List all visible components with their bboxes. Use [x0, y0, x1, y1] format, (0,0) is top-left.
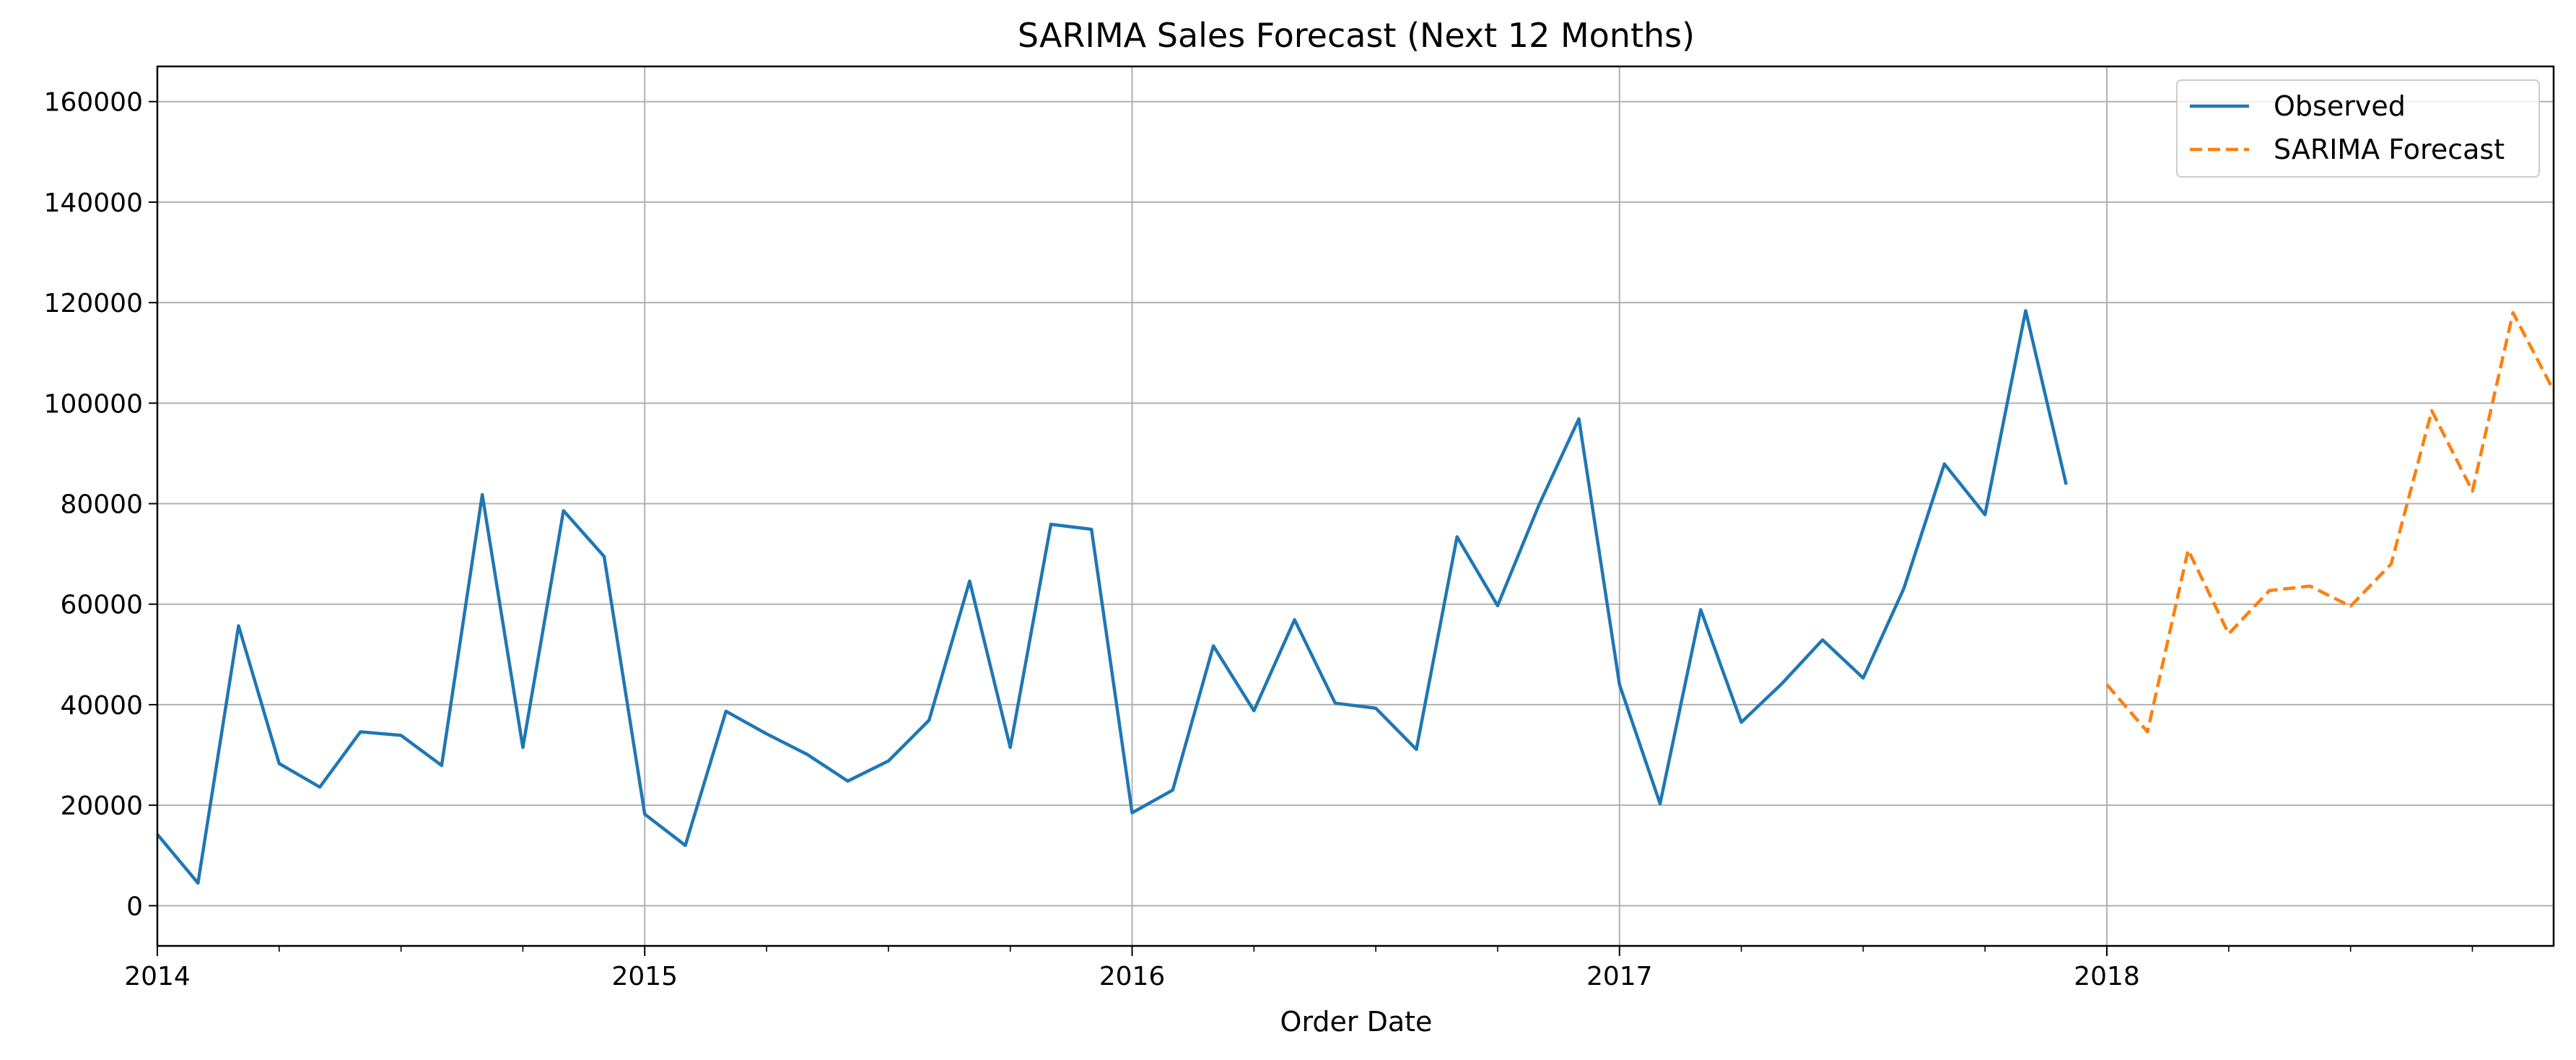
legend-box [2176, 79, 2540, 178]
x-tick-label: 2017 [1586, 962, 1653, 991]
legend-label-1: SARIMA Forecast [2274, 134, 2505, 165]
x-axis-label: Order Date [1280, 1006, 1433, 1038]
y-tick-label: 160000 [44, 88, 143, 118]
plot-area [157, 66, 2554, 946]
series-layer [156, 309, 2555, 885]
y-tick-label: 140000 [44, 188, 143, 218]
chart-title: SARIMA Sales Forecast (Next 12 Months) [1018, 16, 1695, 55]
x-tick-label: 2018 [2074, 962, 2140, 991]
legend-label-0: Observed [2274, 90, 2406, 122]
y-tick-label: 120000 [44, 289, 143, 318]
series-line-0 [156, 309, 2068, 885]
x-tick-label: 2016 [1099, 962, 1166, 991]
x-axis: 2014 2015 2016 2017 2018 [124, 946, 2140, 991]
y-tick-label: 20000 [60, 791, 143, 821]
y-tick-label: 40000 [60, 691, 143, 721]
series-line-1 [2105, 310, 2555, 734]
x-tick-label: 2014 [124, 962, 191, 991]
plot-frame [156, 65, 2555, 947]
y-tick-label: 0 [126, 892, 143, 921]
x-tick-label: 2015 [611, 962, 678, 991]
legend: Observed SARIMA Forecast [2176, 79, 2540, 178]
y-tick-label: 60000 [60, 591, 143, 620]
y-tick-label: 80000 [60, 490, 143, 520]
minor-ticks [279, 946, 2474, 952]
y-axis: 0 20000 40000 60000 80000 100000 120000 140000 1… [44, 88, 157, 921]
y-tick-label: 100000 [44, 389, 143, 419]
